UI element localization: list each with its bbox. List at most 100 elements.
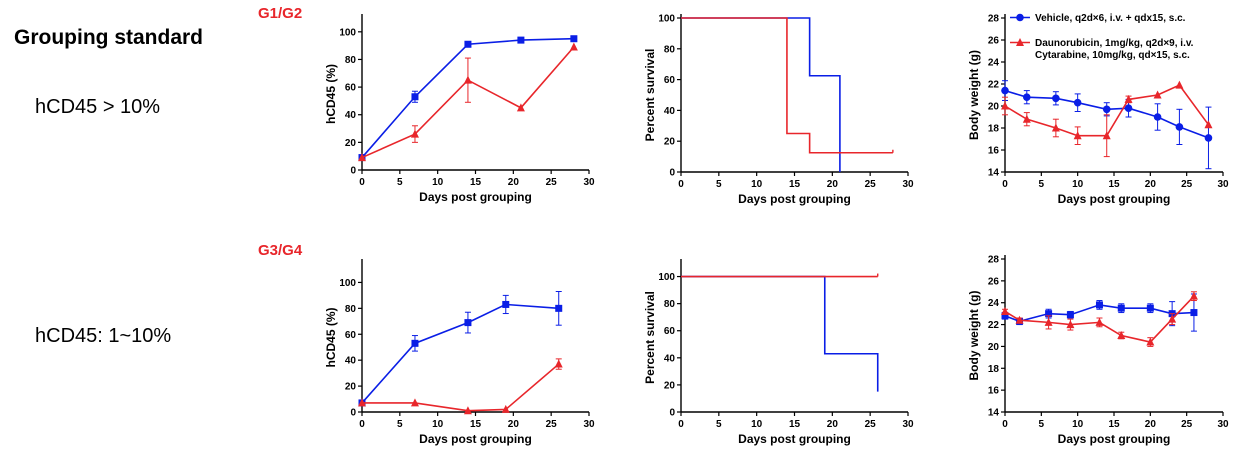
x-tick-label: 20 [508,177,520,188]
data-point [1124,104,1133,112]
x-tick-label: 15 [789,179,801,190]
x-tick-label: 10 [751,179,763,190]
y-axis-label: Body weight (g) [967,291,981,381]
data-point [1066,320,1075,329]
data-point [517,36,525,44]
x-tick-label: 20 [827,419,839,430]
y-tick-label: 20 [664,137,676,148]
y-tick-label: 0 [350,166,356,177]
series-line [681,275,879,392]
x-tick-label: 0 [678,179,684,190]
x-tick-label: 5 [1039,419,1045,430]
data-point [1124,94,1133,103]
x-tick-label: 10 [751,419,763,430]
y-tick-label: 40 [664,353,676,364]
group-label-g3g4: G3/G4 [258,242,303,259]
data-point [555,304,563,312]
x-tick-label: 0 [1002,419,1008,430]
y-tick-label: 18 [988,124,1000,135]
x-tick-label: 25 [865,419,877,430]
y-tick-label: 100 [658,272,675,283]
data-point [464,40,472,48]
chart-3: 0 5 10 15 20 25 30 14 16 18 20 22 24 26 28 Days post gr… [967,13,1229,206]
y-tick-label: 20 [345,138,357,149]
data-point [1117,304,1125,312]
data-point [1146,304,1154,312]
x-tick-label: 10 [1072,179,1084,190]
y-tick-label: 20 [664,380,676,391]
data-point [1189,291,1198,300]
data-point [1204,134,1213,142]
x-tick-label: 25 [546,177,558,188]
series-1 [681,17,841,172]
y-axis-label: Percent survival [643,49,657,142]
data-point [1153,90,1162,99]
y-tick-label: 0 [350,408,356,419]
x-axis-label: Days post grouping [1058,192,1171,206]
data-point [1073,131,1082,140]
x-tick-label: 25 [546,419,558,430]
x-tick-label: 25 [1181,419,1193,430]
series-2 [358,42,578,162]
series-1 [1001,80,1213,170]
y-tick-label: 40 [345,110,357,121]
data-point [1153,113,1162,121]
row-1-criterion: hCD45 > 10% [35,96,161,118]
data-point [1073,98,1082,107]
x-tick-label: 15 [1108,419,1120,430]
y-tick-label: 80 [345,304,357,315]
series-2 [1001,291,1198,347]
data-point [570,35,578,43]
legend-label: Vehicle, q2d×6, i.v. + qdx15, s.c. [1035,13,1186,24]
series-2 [358,358,563,415]
data-point [463,75,472,84]
chart-6: 0 5 10 15 20 25 30 14 16 18 20 22 24 26 28 Days post gr… [967,255,1229,447]
data-point [501,404,510,413]
y-tick-label: 80 [664,44,676,55]
y-tick-label: 16 [988,146,1000,157]
data-point [1102,131,1111,140]
data-point [1022,114,1031,123]
data-point [1175,123,1184,131]
y-axis-label: Body weight (g) [967,50,981,140]
chart-2: 0 5 10 15 20 25 30 0 20 40 60 80 100 Days post groupi… [643,14,914,207]
data-point [411,93,419,101]
x-tick-label: 30 [902,179,914,190]
data-point [410,129,419,138]
y-tick-label: 100 [339,278,356,289]
x-tick-label: 30 [1217,179,1229,190]
y-tick-label: 22 [988,320,1000,331]
data-point [1168,314,1177,323]
y-tick-label: 14 [988,168,1000,179]
series-1 [681,275,879,392]
y-tick-label: 28 [988,14,1000,25]
y-tick-label: 18 [988,364,1000,375]
x-tick-label: 15 [789,419,801,430]
legend-label: Cytarabine, 10mg/kg, qd×15, s.c. [1035,50,1190,61]
y-tick-label: 60 [345,83,357,94]
x-tick-label: 15 [470,177,482,188]
series-line [681,17,841,172]
data-point [502,300,510,308]
legend-marker [1016,38,1024,46]
data-point [1051,123,1060,132]
data-point [1102,105,1111,114]
data-point [1117,331,1126,339]
series-line [362,363,560,412]
data-point [463,406,472,415]
y-tick-label: 20 [345,382,357,393]
x-tick-label: 10 [432,177,444,188]
x-tick-label: 10 [1072,419,1084,430]
y-tick-label: 16 [988,386,1000,397]
data-point [1001,306,1009,315]
series-2 [681,17,894,154]
data-point [1044,317,1053,326]
row-2-criterion: hCD45: 1~10% [35,325,172,347]
x-axis-label: Days post grouping [738,192,851,206]
group-label-g1g2: G1/G2 [258,5,303,22]
x-tick-label: 30 [902,419,914,430]
x-tick-label: 15 [1108,179,1120,190]
x-tick-label: 5 [716,419,722,430]
series-2 [681,273,879,278]
y-tick-label: 20 [988,102,1000,113]
